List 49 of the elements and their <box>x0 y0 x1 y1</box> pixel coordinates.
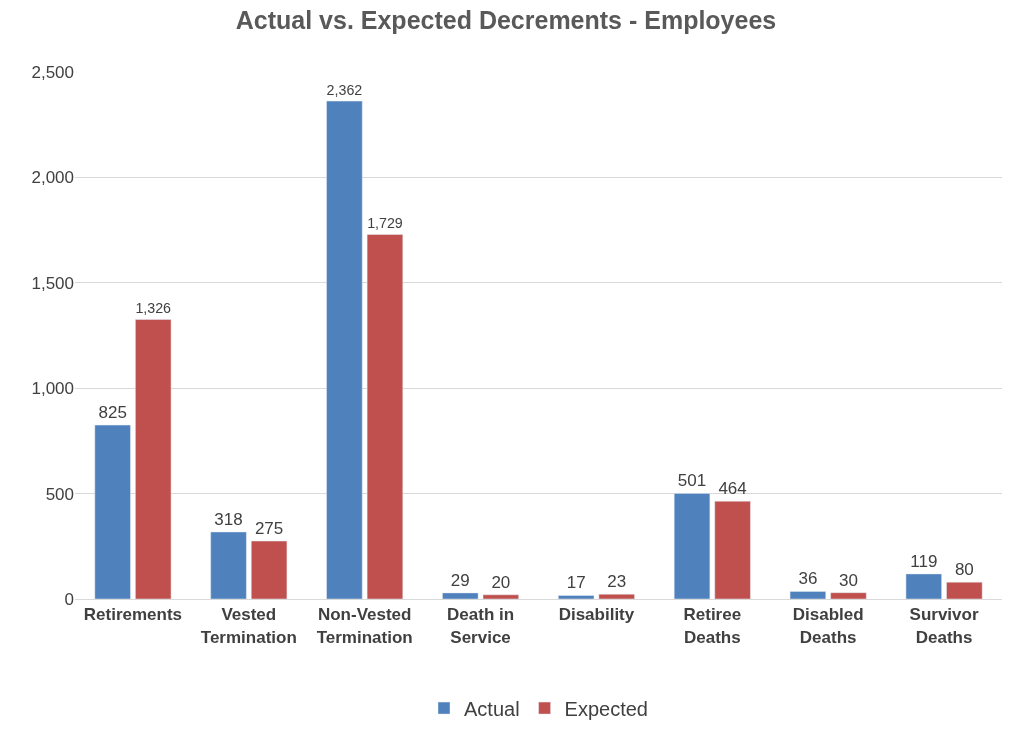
bar <box>830 592 867 599</box>
data-label: 20 <box>491 572 511 592</box>
x-tick-label: Disabled Deaths <box>792 605 864 647</box>
data-label: 501 <box>677 471 707 491</box>
y-tick-label: 1,500 <box>31 273 74 293</box>
data-label: 1,326 <box>135 300 172 317</box>
bar <box>905 573 942 599</box>
data-label: 23 <box>607 572 627 592</box>
data-label: 1,729 <box>367 215 403 232</box>
bar <box>326 100 363 599</box>
y-tick-label: 500 <box>45 484 74 504</box>
x-tick-label: Retiree Deaths <box>683 605 742 647</box>
bar <box>558 595 595 599</box>
x-tick-label: Non-Vested Termination <box>316 605 413 647</box>
legend-label: Actual <box>464 697 520 720</box>
bar <box>366 234 404 599</box>
y-tick-label: 2,500 <box>31 62 74 82</box>
chart-title: Actual vs. Expected Decrements - Employees <box>235 5 777 34</box>
bar <box>673 493 711 599</box>
data-label: 30 <box>839 570 858 590</box>
bar <box>94 424 131 599</box>
y-tick-label: 2,000 <box>31 168 74 188</box>
data-label: 29 <box>450 570 470 590</box>
bar <box>946 581 983 599</box>
data-label: 275 <box>254 519 284 539</box>
bar <box>442 592 479 599</box>
data-label: 119 <box>910 551 938 571</box>
y-tick-label: 0 <box>64 589 74 609</box>
y-tick-label: 1,000 <box>31 379 74 399</box>
bar <box>135 319 172 599</box>
x-tick-label: Survivor Deaths <box>909 605 979 647</box>
legend-label: Expected <box>564 697 648 720</box>
data-label: 36 <box>798 569 818 589</box>
bar <box>251 540 288 599</box>
x-tick-label: Disability <box>558 605 635 625</box>
data-label: 2,362 <box>326 81 363 98</box>
x-tick-label: Death in Service <box>447 605 515 647</box>
data-label: 318 <box>214 509 243 529</box>
bar <box>210 531 247 599</box>
bar <box>714 500 751 599</box>
bar <box>598 593 635 599</box>
bar <box>789 591 826 599</box>
data-label: 17 <box>566 573 586 593</box>
x-tick-label: Retirements <box>83 605 183 625</box>
bar <box>482 594 519 599</box>
x-tick-label: Vested Termination <box>200 605 297 647</box>
data-label: 464 <box>718 479 747 499</box>
data-label: 80 <box>954 560 974 580</box>
data-label: 825 <box>98 403 127 423</box>
